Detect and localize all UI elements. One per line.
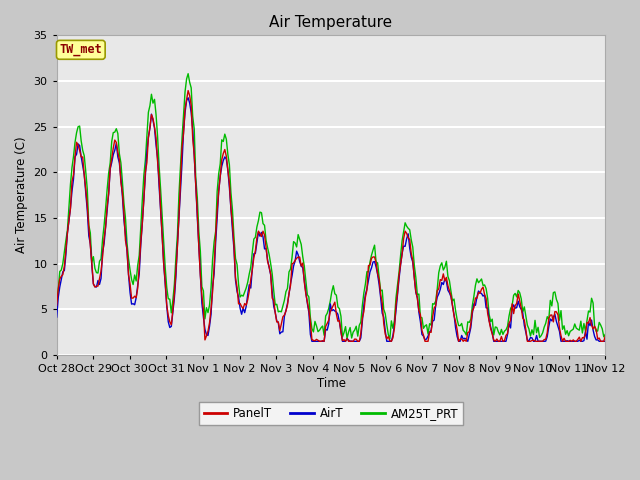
PanelT — [602, 333, 609, 339]
PanelT — [236, 300, 244, 306]
AM25T_PRT — [218, 137, 225, 143]
PanelT — [245, 288, 253, 294]
PanelT — [574, 336, 582, 342]
AM25T_PRT — [294, 232, 302, 238]
AM25T_PRT — [53, 299, 61, 304]
AirT — [574, 338, 582, 344]
AM25T_PRT — [184, 71, 192, 77]
AirT — [218, 164, 225, 169]
AM25T_PRT — [386, 336, 394, 342]
AM25T_PRT — [602, 331, 609, 337]
AirT — [184, 95, 192, 101]
X-axis label: Time: Time — [317, 377, 346, 390]
PanelT — [184, 88, 192, 94]
AM25T_PRT — [574, 326, 582, 332]
AirT — [294, 252, 302, 258]
PanelT — [53, 302, 61, 308]
PanelT — [218, 157, 225, 163]
AirT — [308, 338, 316, 344]
Text: TW_met: TW_met — [60, 43, 102, 56]
PanelT — [294, 254, 302, 260]
AirT — [602, 338, 609, 344]
AirT — [245, 282, 253, 288]
Line: PanelT: PanelT — [57, 91, 605, 341]
AirT — [53, 314, 61, 320]
AM25T_PRT — [245, 271, 253, 277]
AM25T_PRT — [120, 201, 128, 206]
Line: AirT: AirT — [57, 98, 605, 341]
Y-axis label: Air Temperature (C): Air Temperature (C) — [15, 137, 28, 253]
PanelT — [316, 338, 323, 344]
AirT — [120, 217, 128, 223]
Title: Air Temperature: Air Temperature — [269, 15, 392, 30]
AirT — [236, 305, 244, 311]
Legend: PanelT, AirT, AM25T_PRT: PanelT, AirT, AM25T_PRT — [199, 402, 463, 425]
AM25T_PRT — [236, 294, 244, 300]
Line: AM25T_PRT: AM25T_PRT — [57, 74, 605, 339]
PanelT — [120, 211, 128, 216]
